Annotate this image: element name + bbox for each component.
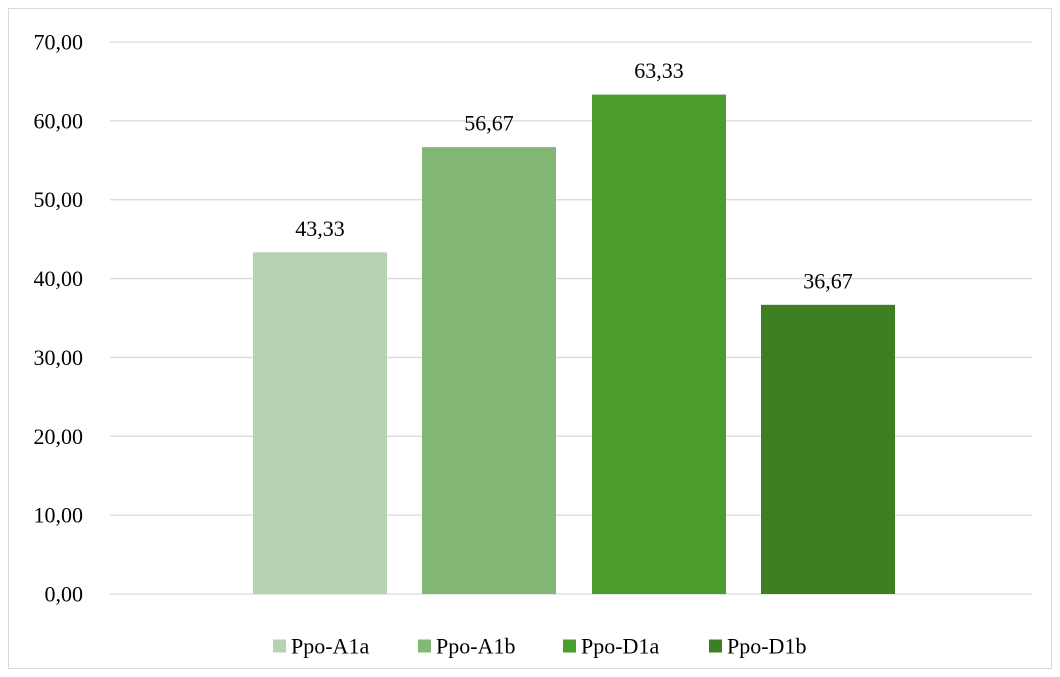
y-tick-label: 20,00 xyxy=(34,424,84,449)
data-label: 63,33 xyxy=(634,58,684,83)
legend-item-ppo-d1a: Ppo-D1a xyxy=(563,634,659,659)
data-label: 43,33 xyxy=(295,216,345,241)
bar-ppo-a1a xyxy=(253,252,387,594)
y-tick-label: 30,00 xyxy=(34,345,84,370)
legend-label: Ppo-A1a xyxy=(291,634,369,659)
y-tick-label: 10,00 xyxy=(34,503,84,528)
bars xyxy=(253,94,895,594)
y-tick-label: 70,00 xyxy=(34,30,84,55)
y-tick-label: 50,00 xyxy=(34,187,84,212)
legend-item-ppo-a1b: Ppo-A1b xyxy=(418,634,515,659)
legend-item-ppo-a1a: Ppo-A1a xyxy=(273,634,369,659)
legend-swatch xyxy=(418,639,431,653)
legend-swatch xyxy=(709,639,722,653)
legend-label: Ppo-D1a xyxy=(581,634,659,659)
legend-label: Ppo-A1b xyxy=(436,634,515,659)
data-labels: 43,33 56,67 63,33 36,67 xyxy=(295,58,853,293)
y-tick-label: 0,00 xyxy=(45,582,84,607)
y-tick-label: 60,00 xyxy=(34,108,84,133)
legend-label: Ppo-D1b xyxy=(727,634,806,659)
legend-swatch xyxy=(273,639,286,653)
y-tick-label: 40,00 xyxy=(34,266,84,291)
y-axis-tick-labels: 0,00 10,00 20,00 30,00 40,00 50,00 60,00 70,00 xyxy=(34,30,84,607)
bar-ppo-a1b xyxy=(422,147,556,594)
legend-swatch xyxy=(563,639,576,653)
data-label: 56,67 xyxy=(464,111,514,136)
data-label: 36,67 xyxy=(803,268,853,293)
bar-ppo-d1a xyxy=(592,94,726,594)
legend: Ppo-A1a Ppo-A1b Ppo-D1a Ppo-D1b xyxy=(273,634,806,659)
bar-ppo-d1b xyxy=(761,304,895,594)
legend-item-ppo-d1b: Ppo-D1b xyxy=(709,634,806,659)
